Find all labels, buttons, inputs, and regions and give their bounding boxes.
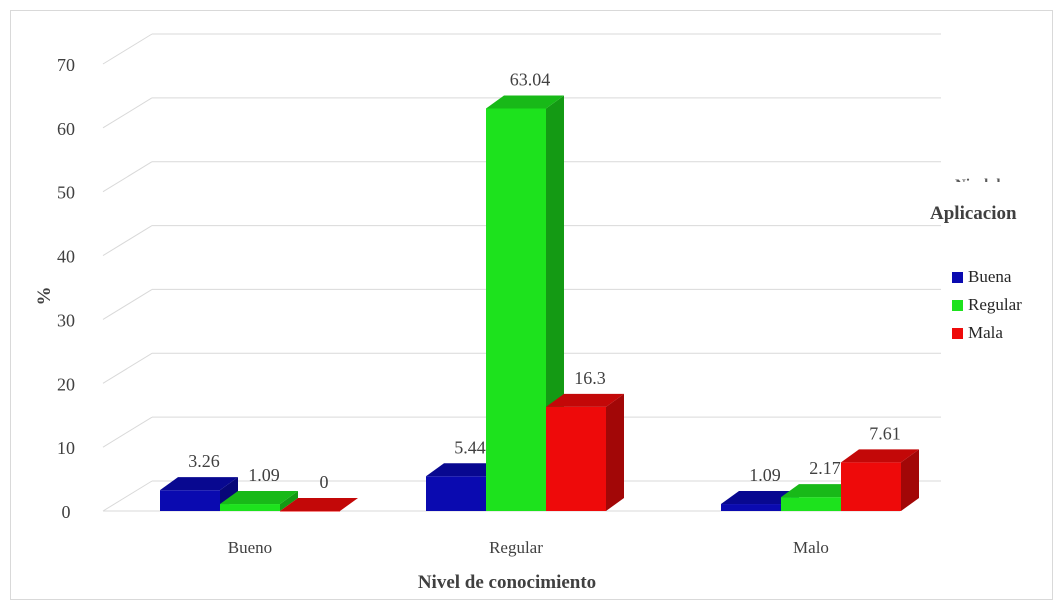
bar-buena-front (721, 504, 781, 511)
data-label: 63.04 (510, 69, 551, 89)
y-tick-label: 70 (57, 55, 75, 75)
gridline-depth (102, 352, 153, 384)
bar-regular-top (781, 484, 859, 498)
bar-regular-top (486, 95, 564, 109)
gridline-depth (102, 225, 153, 256)
y-axis-title: % (34, 287, 55, 306)
gridline-depth (102, 289, 153, 320)
gridline-depth (102, 161, 153, 193)
data-label: 1.09 (248, 465, 280, 485)
bar-regular-front (220, 504, 280, 511)
bar-buena-front (160, 490, 220, 511)
bar-buena-top (426, 463, 504, 477)
legend-title: Aplicacion (930, 203, 1017, 224)
bar-mala-front (546, 406, 606, 511)
bar-mala-front (280, 511, 340, 512)
y-tick-label: 0 (62, 502, 71, 522)
data-label: 1.09 (749, 465, 781, 485)
bar-mala-front (841, 462, 901, 511)
legend-label-mala: Mala (968, 323, 1003, 342)
y-tick-label: 10 (57, 438, 75, 458)
data-label: 0 (320, 472, 329, 492)
legend-swatch-buena (952, 271, 963, 283)
y-tick-label: 20 (57, 374, 75, 394)
gridline-depth (102, 97, 153, 129)
legend-title-overflow: Nivel de (955, 174, 1007, 182)
data-label: 3.26 (188, 451, 220, 471)
legend-swatch-mala (952, 327, 963, 339)
bar-mala-side (606, 393, 624, 511)
legend-swatch-regular (952, 299, 963, 311)
x-tick-label: Malo (793, 538, 829, 557)
bar-mala-side (901, 449, 919, 511)
bar-buena-front (426, 476, 486, 511)
bar-buena-top (160, 477, 238, 491)
x-axis-title: Nivel de conocimiento (418, 572, 596, 589)
legend-item-mala: Mala (952, 323, 1003, 343)
data-label: 16.3 (574, 368, 606, 388)
data-label: 5.44 (454, 437, 486, 457)
bar-mala-top (841, 449, 919, 463)
data-label: 7.61 (869, 423, 901, 443)
legend-label-buena: Buena (968, 267, 1012, 286)
bar-regular-top (220, 491, 298, 505)
legend-item-buena: Buena (952, 267, 1011, 287)
gridline-depth (102, 416, 153, 448)
y-tick-label: 50 (57, 183, 75, 203)
legend-item-regular: Regular (952, 295, 1022, 315)
y-tick-label: 60 (57, 119, 75, 139)
bar-buena-top (721, 491, 799, 505)
y-tick-label: 40 (57, 247, 75, 267)
x-tick-label: Regular (489, 538, 543, 557)
legend-label-regular: Regular (968, 295, 1022, 314)
bar-regular-front (781, 497, 841, 511)
bar-regular-front (486, 108, 546, 511)
gridline-depth (102, 480, 153, 512)
bar-regular-side (280, 491, 298, 511)
x-tick-label: Bueno (228, 538, 272, 557)
bar-mala-top (280, 498, 358, 511)
bar-mala-top (546, 393, 624, 407)
y-tick-label: 30 (57, 310, 75, 330)
data-label: 2.17 (809, 458, 841, 478)
gridline-depth (102, 33, 153, 65)
